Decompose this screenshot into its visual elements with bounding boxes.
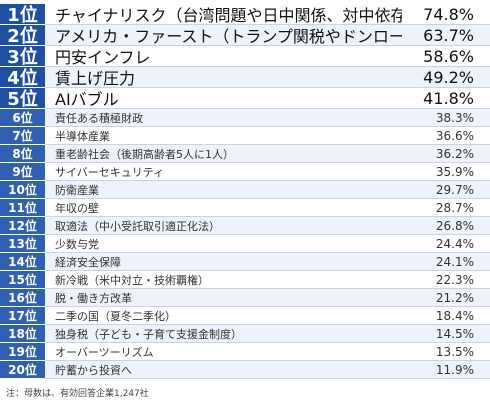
row-value: 63.7% [402, 25, 490, 46]
row-label: オーバーツーリズム [45, 343, 402, 361]
rank-badge: 9位 [0, 163, 45, 181]
rank-badge: 15位 [0, 271, 45, 289]
row-label: 半導体産業 [45, 127, 402, 145]
row-label: チャイナリスク（台湾問題や日中関係、対中依存など） [45, 4, 402, 25]
table-row: 18位 独身税（子ども・子育て支援金制度） 14.5% [0, 325, 490, 343]
row-label: 新冷戦（米中対立・技術覇権） [45, 271, 402, 289]
row-value: 24.1% [402, 253, 490, 271]
table-row: 7位 半導体産業 36.6% [0, 127, 490, 145]
table-row: 13位 少数与党 24.4% [0, 235, 490, 253]
table-row: 19位 オーバーツーリズム 13.5% [0, 343, 490, 361]
row-label: 独身税（子ども・子育て支援金制度） [45, 325, 402, 343]
row-label: 円安インフレ [45, 46, 402, 67]
row-value: 58.6% [402, 46, 490, 67]
table-row: 9位 サイバーセキュリティ 35.9% [0, 163, 490, 181]
rank-badge: 12位 [0, 217, 45, 235]
table-row: 6位 責任ある積極財政 38.3% [0, 109, 490, 127]
table-row: 15位 新冷戦（米中対立・技術覇権） 22.3% [0, 271, 490, 289]
rank-badge: 4位 [0, 67, 45, 89]
table-row: 11位 年収の壁 28.7% [0, 199, 490, 217]
table-row: 4位 賃上げ圧力 49.2% [0, 67, 490, 89]
table-row: 8位 重老齢社会（後期高齢者5人に1人） 36.2% [0, 145, 490, 163]
rank-badge: 3位 [0, 46, 45, 68]
row-label: 経済安全保障 [45, 253, 402, 271]
row-label: 年収の壁 [45, 199, 402, 217]
rank-badge: 19位 [0, 343, 45, 361]
row-value: 36.6% [402, 127, 490, 145]
row-value: 24.4% [402, 235, 490, 253]
rank-badge: 17位 [0, 307, 45, 325]
rank-badge: 10位 [0, 181, 45, 199]
row-label: 貯蓄から投資へ [45, 361, 402, 379]
table-row: 3位 円安インフレ 58.6% [0, 46, 490, 68]
row-label: 重老齢社会（後期高齢者5人に1人） [45, 145, 402, 163]
table-row: 12位 取適法（中小受託取引適正化法） 26.8% [0, 217, 490, 235]
row-label: AIバブル [45, 88, 402, 109]
row-value: 26.8% [402, 217, 490, 235]
rank-badge: 16位 [0, 289, 45, 307]
rank-badge: 14位 [0, 253, 45, 271]
row-value: 11.9% [402, 361, 490, 379]
row-value: 41.8% [402, 88, 490, 109]
row-value: 22.3% [402, 271, 490, 289]
rank-badge: 8位 [0, 145, 45, 163]
row-label: 取適法（中小受託取引適正化法） [45, 217, 402, 235]
rank-badge: 13位 [0, 235, 45, 253]
row-label: 賃上げ圧力 [45, 67, 402, 88]
row-value: 38.3% [402, 109, 490, 127]
table-row: 16位 脱・働き方改革 21.2% [0, 289, 490, 307]
row-value: 21.2% [402, 289, 490, 307]
rank-badge: 1位 [0, 4, 45, 26]
rank-badge: 2位 [0, 25, 45, 47]
footnote: 注：母数は、有効回答企業1,247社 [6, 389, 149, 399]
rank-badge: 7位 [0, 127, 45, 145]
row-value: 49.2% [402, 67, 490, 88]
rank-badge: 20位 [0, 361, 45, 379]
table-row: 14位 経済安全保障 24.1% [0, 253, 490, 271]
row-value: 35.9% [402, 163, 490, 181]
row-value: 36.2% [402, 145, 490, 163]
table-row: 17位 二季の国（夏冬二季化） 18.4% [0, 307, 490, 325]
row-label: 責任ある積極財政 [45, 109, 402, 127]
row-value: 74.8% [402, 4, 490, 25]
table-row: 5位 AIバブル 41.8% [0, 88, 490, 110]
row-value: 13.5% [402, 343, 490, 361]
row-value: 28.7% [402, 199, 490, 217]
row-value: 18.4% [402, 307, 490, 325]
rank-badge: 11位 [0, 199, 45, 217]
row-value: 14.5% [402, 325, 490, 343]
row-label: 脱・働き方改革 [45, 289, 402, 307]
row-value: 29.7% [402, 181, 490, 199]
row-label: サイバーセキュリティ [45, 163, 402, 181]
rank-badge: 6位 [0, 109, 45, 127]
rank-badge: 18位 [0, 325, 45, 343]
row-label: 二季の国（夏冬二季化） [45, 307, 402, 325]
table-row: 10位 防衛産業 29.7% [0, 181, 490, 199]
row-label: 少数与党 [45, 235, 402, 253]
rank-badge: 5位 [0, 88, 45, 110]
table-row: 20位 貯蓄から投資へ 11.9% [0, 361, 490, 379]
row-label: アメリカ・ファースト（トランプ関税やドンロー主義など） [45, 25, 402, 46]
row-label: 防衛産業 [45, 181, 402, 199]
